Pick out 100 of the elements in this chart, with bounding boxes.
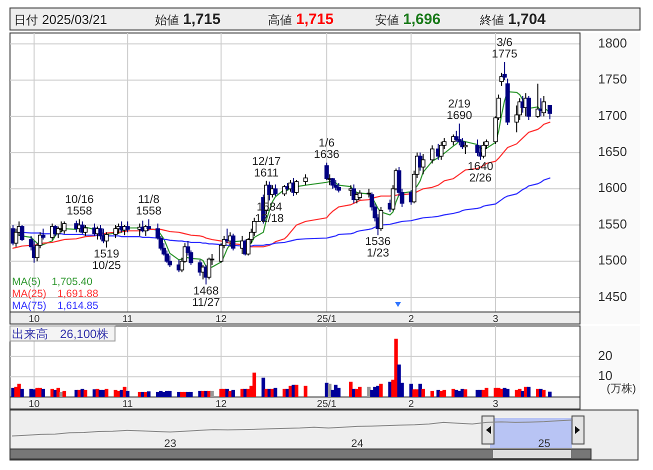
candlestick <box>282 184 287 197</box>
x-tick-label: 12 <box>216 399 228 410</box>
candlestick <box>358 190 362 200</box>
candlestick <box>463 141 468 155</box>
candlestick <box>146 218 151 232</box>
bar <box>262 378 266 397</box>
bar <box>274 388 278 397</box>
text: 安値 1,696 <box>375 11 441 28</box>
bar <box>146 391 151 397</box>
annotation: 11/8 1558 <box>136 194 162 218</box>
bar <box>442 390 446 397</box>
candlestick <box>420 154 426 175</box>
bar <box>430 390 434 397</box>
bar <box>17 384 21 397</box>
y-tick-label: 1650 <box>598 144 627 160</box>
x-tick-label: 23 <box>164 438 176 450</box>
bar <box>252 372 256 397</box>
candlestick <box>303 174 308 186</box>
x-tick-label: 2 <box>408 399 414 410</box>
candlestick <box>125 220 130 233</box>
bar <box>394 338 398 397</box>
bar <box>126 390 130 397</box>
y-tick-label: 10 <box>598 368 612 384</box>
candlestick <box>40 228 46 240</box>
candlestick <box>83 224 88 236</box>
annotation: 1/6 1636 <box>314 138 340 162</box>
candlestick <box>548 104 552 120</box>
y-tick-label: 1800 <box>598 35 627 50</box>
candlestick <box>168 254 172 268</box>
x-tick-label: 24 <box>351 438 364 450</box>
bar <box>189 392 193 397</box>
candlestick <box>439 141 444 160</box>
x-tick-label: 10 <box>28 399 40 410</box>
x-tick-label: 3 <box>492 314 499 325</box>
x-tick-label: 11 <box>122 314 134 325</box>
bar <box>464 389 468 397</box>
bar <box>526 386 531 397</box>
x-tick-label: 25 <box>538 438 550 450</box>
text: MA(5) 1,705.40 <box>12 276 93 288</box>
bar <box>294 384 298 397</box>
annotation: 2/19 1690 <box>446 98 472 122</box>
x-tick-label: 25/1 <box>316 399 337 410</box>
candlestick <box>113 224 118 239</box>
text: 日付 2025/03/21 <box>14 12 108 27</box>
bar <box>421 388 425 397</box>
candlestick <box>481 141 486 159</box>
y-tick-label: 1700 <box>598 108 627 123</box>
annotation: 12/17 1611 <box>252 156 281 180</box>
x-tick-label: 3 <box>492 399 499 410</box>
annotation: 10/16 1558 <box>64 194 94 218</box>
bar <box>168 390 172 397</box>
text: MA(25) 1,691.88 <box>12 288 98 300</box>
text: 高値 1,715 <box>268 11 334 28</box>
bar <box>20 388 24 397</box>
bar <box>379 384 383 397</box>
bar <box>207 390 211 397</box>
candlestick <box>430 144 434 164</box>
candlestick <box>499 72 504 86</box>
candlestick <box>20 224 24 242</box>
candlestick <box>273 184 278 197</box>
bar <box>484 388 488 397</box>
y-tick-label: 20 <box>598 348 612 363</box>
x-tick-label: 12 <box>216 314 228 325</box>
bar <box>358 386 362 397</box>
bar <box>548 392 552 397</box>
y-tick-label: 1600 <box>598 180 627 196</box>
candlestick <box>336 182 341 193</box>
y-tick-label: 1550 <box>598 216 627 232</box>
candlestick <box>457 123 462 146</box>
annotation: 3/6 1775 <box>492 36 518 60</box>
y-tick-label: 1500 <box>598 252 627 268</box>
candlestick <box>526 96 531 120</box>
y-tick-label: 1750 <box>598 72 627 87</box>
candlestick <box>334 180 338 191</box>
bar <box>104 388 108 397</box>
y-tick-label: 1450 <box>598 288 627 304</box>
candlestick <box>330 177 335 190</box>
annotation: 1536 1/23 <box>365 236 391 260</box>
bar <box>62 390 66 397</box>
text: 終値 1,704 <box>479 11 546 28</box>
bar <box>506 388 510 397</box>
candlestick <box>294 180 299 196</box>
x-tick-label: 25/1 <box>316 314 337 325</box>
annotation: 1468 11/27 <box>192 285 220 309</box>
candlestick <box>378 206 384 232</box>
candlestick <box>324 162 329 181</box>
candlestick <box>502 61 507 81</box>
bar <box>542 390 546 397</box>
x-tick-label: 10 <box>28 314 40 325</box>
bar <box>336 388 341 397</box>
bar <box>304 386 308 397</box>
bar <box>84 390 88 397</box>
bar <box>41 388 45 397</box>
candlestick <box>104 232 109 248</box>
annotation: 1519 10/25 <box>92 248 121 272</box>
candlestick <box>206 257 212 280</box>
x-tick-label: 2 <box>408 314 414 325</box>
candlestick <box>230 233 236 251</box>
text: 始値 1,715 <box>155 11 221 28</box>
x-tick-label: 11 <box>122 399 134 410</box>
